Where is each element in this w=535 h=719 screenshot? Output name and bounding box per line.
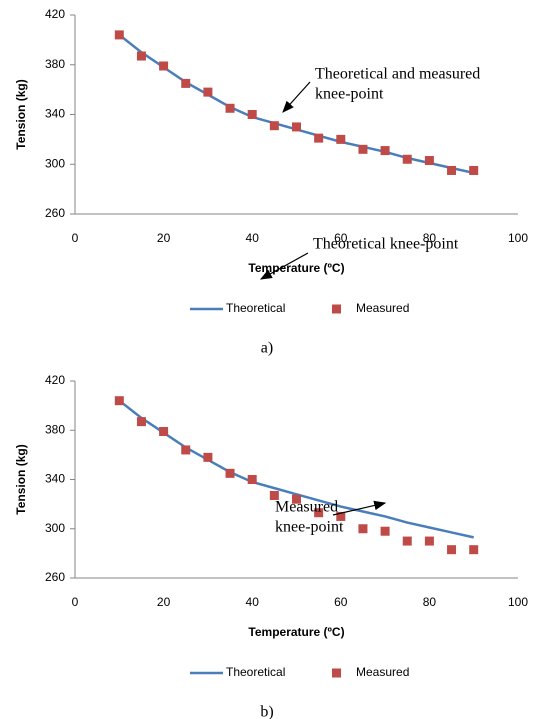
- x-tick-label: 80: [423, 231, 437, 245]
- x-tick-label: 60: [334, 595, 348, 609]
- data-point: [292, 122, 301, 132]
- data-point: [358, 144, 368, 154]
- data-point: [181, 445, 191, 455]
- x-tick-label: 0: [72, 231, 79, 245]
- y-tick-label: 420: [45, 7, 65, 21]
- data-point: [424, 156, 434, 166]
- data-point: [402, 536, 412, 546]
- y-axis-title: Tension (kg): [14, 444, 28, 514]
- annotation-arrow: [259, 252, 309, 280]
- x-tick-label: 100: [508, 231, 528, 245]
- series-line: [118, 33, 474, 175]
- annotation: knee-point: [275, 519, 344, 536]
- x-tick-label: 0: [72, 595, 79, 609]
- y-tick-label: 380: [45, 57, 65, 71]
- caption: a): [261, 340, 273, 357]
- x-tick-label: 80: [423, 595, 437, 609]
- annotation: knee-point: [315, 86, 384, 103]
- x-axis-title: Temperature (ºC): [248, 261, 344, 275]
- data-point: [424, 536, 434, 546]
- data-point: [469, 545, 479, 555]
- data-point: [447, 165, 457, 175]
- y-tick-label: 260: [45, 570, 65, 584]
- data-point: [447, 545, 457, 555]
- data-point: [269, 121, 279, 131]
- x-tick-label: 60: [334, 231, 348, 245]
- data-point: [181, 78, 191, 88]
- data-point: [314, 133, 324, 143]
- data-point: [469, 165, 479, 175]
- legend-label: Theoretical: [226, 301, 285, 315]
- annotation: Theoretical knee-point: [313, 236, 459, 253]
- y-axis-title: Tension (kg): [14, 79, 28, 149]
- legend-label: Measured: [356, 301, 409, 315]
- data-point: [380, 526, 390, 536]
- data-point: [225, 468, 235, 478]
- annotation: Theoretical and measured: [315, 66, 480, 83]
- series-line: [118, 399, 474, 539]
- x-axis-title: Temperature (ºC): [248, 625, 344, 639]
- data-point: [336, 134, 346, 144]
- data-point: [269, 491, 279, 501]
- data-point: [159, 61, 169, 71]
- caption: b): [260, 704, 273, 719]
- annotation-arrow: [332, 500, 387, 516]
- data-point: [203, 87, 213, 97]
- x-tick-label: 40: [246, 231, 260, 245]
- data-point: [136, 51, 146, 61]
- data-point: [247, 110, 257, 119]
- data-point: [402, 154, 412, 164]
- legend-swatch: [332, 668, 341, 678]
- data-point: [380, 146, 390, 156]
- annotation-arrow: [282, 81, 311, 113]
- annotation: Measured: [275, 499, 338, 516]
- y-tick-label: 340: [45, 107, 65, 121]
- data-point: [225, 103, 235, 113]
- legend-label: Theoretical: [226, 665, 285, 679]
- x-tick-label: 100: [508, 595, 528, 609]
- y-tick-label: 300: [45, 156, 65, 170]
- legend-label: Measured: [356, 665, 409, 679]
- y-tick-label: 260: [45, 206, 65, 220]
- x-tick-label: 20: [157, 595, 171, 609]
- y-tick-label: 300: [45, 521, 65, 535]
- data-point: [336, 511, 346, 521]
- y-tick-label: 420: [45, 373, 65, 387]
- data-point: [292, 494, 301, 504]
- legend-swatch: [332, 304, 341, 314]
- data-point: [358, 524, 368, 534]
- data-point: [247, 475, 257, 484]
- x-tick-label: 40: [246, 595, 260, 609]
- x-tick-label: 20: [157, 231, 171, 245]
- data-point: [136, 417, 146, 427]
- data-point: [114, 30, 124, 40]
- y-tick-label: 340: [45, 472, 65, 486]
- y-tick-label: 380: [45, 422, 65, 436]
- data-point: [203, 452, 213, 462]
- data-point: [114, 396, 124, 406]
- data-point: [314, 508, 324, 518]
- data-point: [159, 426, 169, 436]
